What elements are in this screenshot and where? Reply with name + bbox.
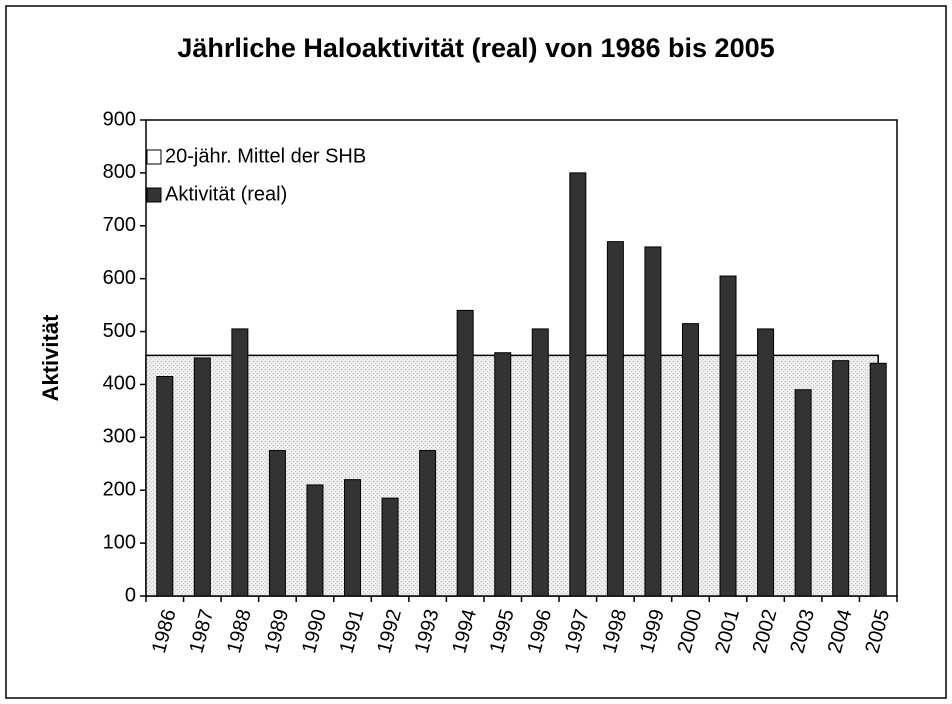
y-tick-label: 600 xyxy=(103,267,136,289)
y-tick-label: 0 xyxy=(125,584,136,606)
bar xyxy=(306,484,324,597)
bar xyxy=(419,450,437,597)
bar xyxy=(381,497,399,597)
y-axis-title: Aktivität xyxy=(38,314,63,401)
y-tick-label: 700 xyxy=(103,214,136,236)
y-tick-label: 400 xyxy=(103,373,136,395)
bar xyxy=(156,376,174,597)
bar xyxy=(757,328,775,597)
bar xyxy=(531,328,549,597)
y-tick-label: 900 xyxy=(103,108,136,130)
bar xyxy=(344,479,362,597)
y-tick-label: 200 xyxy=(103,479,136,501)
legend-label: 20-jähr. Mittel der SHB xyxy=(165,145,366,167)
bar xyxy=(193,357,211,597)
bar xyxy=(606,241,624,597)
chart-title: Jährliche Haloaktivität (real) von 1986 … xyxy=(177,33,774,63)
bar xyxy=(268,450,286,597)
bar xyxy=(832,360,850,597)
bar xyxy=(644,246,662,597)
legend-label: Aktivität (real) xyxy=(165,183,287,205)
bar xyxy=(869,362,887,597)
legend-swatch xyxy=(146,187,162,203)
bar xyxy=(569,172,587,597)
bar xyxy=(231,328,249,597)
bar xyxy=(719,275,737,597)
bar xyxy=(681,323,699,597)
y-tick-label: 800 xyxy=(103,161,136,183)
bar xyxy=(794,389,812,597)
bar xyxy=(494,352,512,597)
y-tick-label: 100 xyxy=(103,531,136,553)
legend-swatch xyxy=(146,149,162,165)
y-tick-label: 500 xyxy=(103,320,136,342)
y-tick-label: 300 xyxy=(103,426,136,448)
bar xyxy=(456,309,474,597)
